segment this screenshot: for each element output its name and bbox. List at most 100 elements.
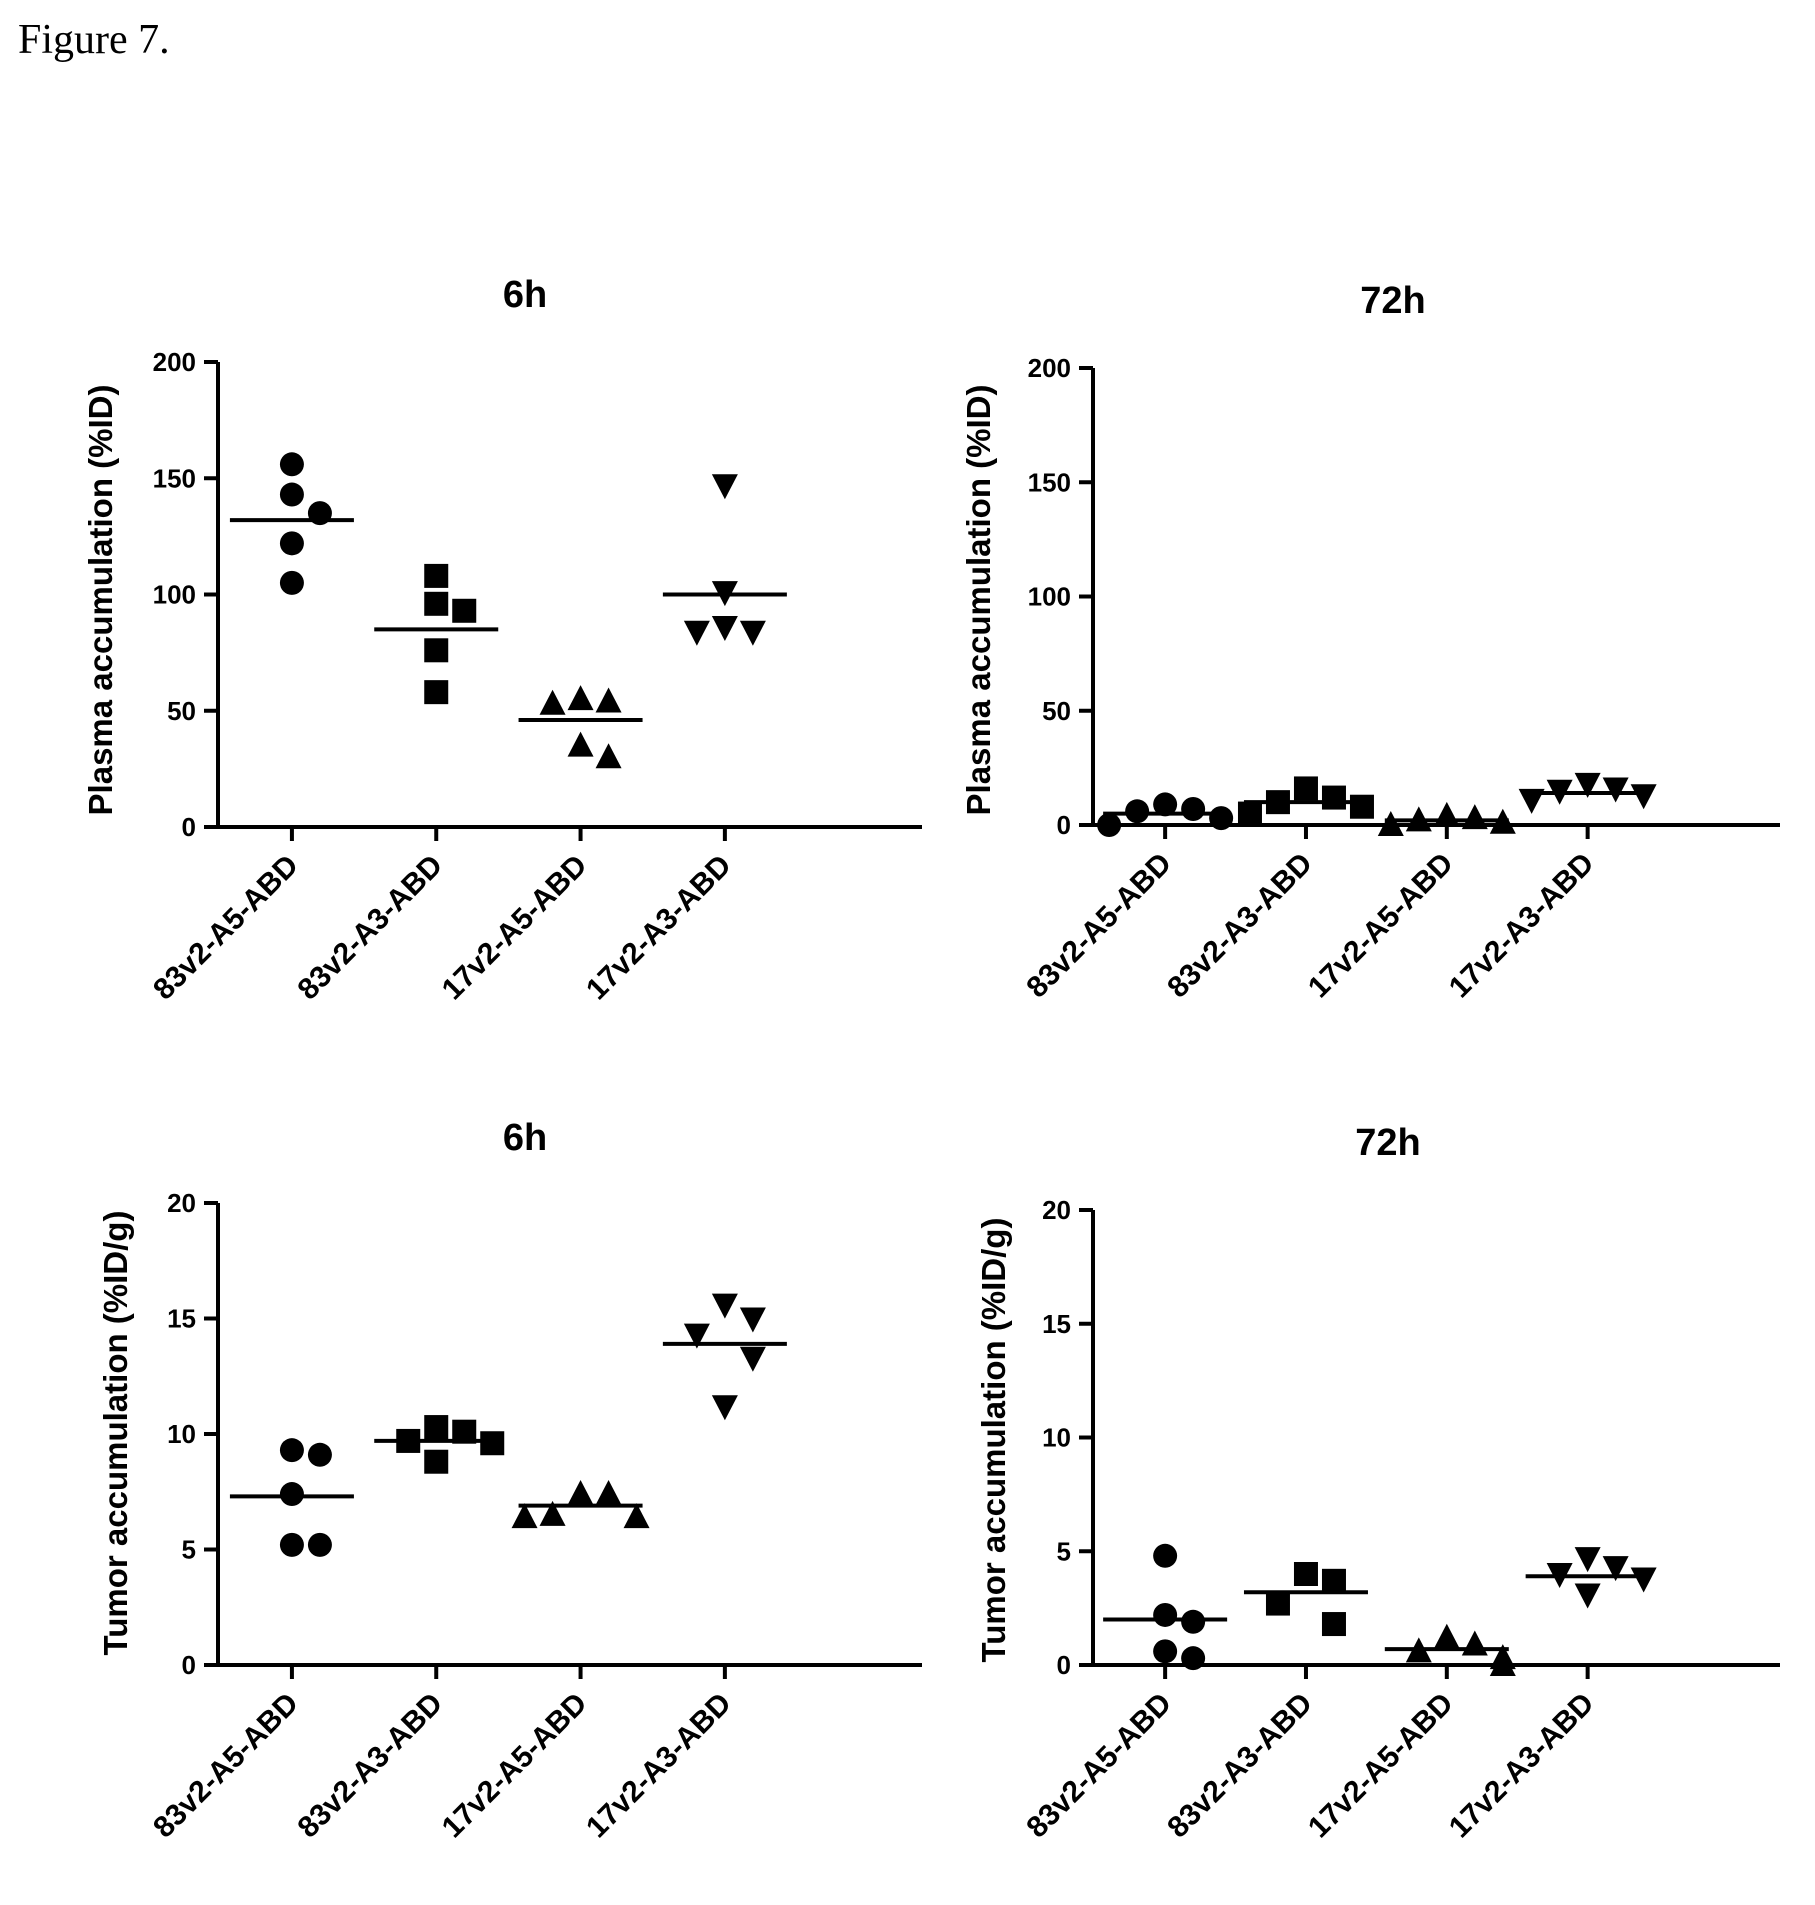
y-axis-label: Plasma accumulation (%ID): [960, 385, 997, 816]
x-category-label: 17v2-A5-ABD: [1302, 1687, 1460, 1845]
x-category-label: 83v2-A5-ABD: [147, 1687, 305, 1845]
y-tick-label: 0: [1057, 810, 1071, 840]
data-point: [623, 1503, 650, 1529]
panel-title: 6h: [503, 274, 547, 316]
data-point: [424, 563, 449, 588]
data-point: [279, 570, 304, 595]
y-tick-label: 10: [167, 1419, 196, 1449]
panel-title: 72h: [1360, 280, 1425, 322]
data-point: [595, 1480, 622, 1506]
y-tick-label: 15: [1042, 1309, 1071, 1339]
data-point: [1574, 1547, 1601, 1573]
data-point: [595, 743, 622, 769]
y-tick-label: 200: [1028, 353, 1071, 383]
data-point: [739, 1307, 766, 1333]
x-category-label: 83v2-A3-ABD: [291, 1687, 449, 1845]
data-point: [683, 620, 710, 646]
data-point: [1489, 1651, 1516, 1676]
y-tick-label: 20: [167, 1188, 196, 1218]
data-point: [1546, 1563, 1573, 1588]
data-point: [307, 1442, 332, 1467]
data-point: [480, 1431, 505, 1456]
data-point: [424, 638, 449, 663]
y-tick-label: 0: [182, 812, 196, 842]
y-tick-label: 20: [1042, 1195, 1071, 1225]
data-point: [279, 531, 304, 556]
y-tick-label: 150: [1028, 467, 1071, 497]
data-point: [1405, 1637, 1432, 1663]
y-tick-label: 5: [1057, 1536, 1071, 1566]
x-category-label: 83v2-A3-ABD: [1161, 847, 1319, 1005]
x-category-label: 17v2-A3-ABD: [1443, 847, 1601, 1005]
data-point: [1153, 1639, 1178, 1664]
data-point: [1209, 806, 1234, 831]
x-category-label: 17v2-A3-ABD: [580, 849, 738, 1007]
data-point: [1181, 1646, 1206, 1671]
data-point: [567, 685, 594, 711]
data-point: [1293, 1562, 1318, 1586]
panel-title: 72h: [1355, 1122, 1420, 1164]
data-point: [539, 689, 566, 715]
chart-panel-1: 6h Plasma accumulation (%ID) 0 50 100 150 200 8…: [82, 274, 922, 1006]
y-tick-label: 15: [167, 1304, 196, 1334]
data-point: [1153, 1602, 1178, 1627]
data-point: [1265, 1591, 1290, 1616]
x-category-label: 17v2-A3-ABD: [1443, 1687, 1601, 1845]
data-point: [424, 1415, 449, 1440]
x-category-label: 83v2-A5-ABD: [147, 849, 305, 1007]
data-point: [1546, 779, 1573, 805]
y-tick-label: 0: [182, 1650, 196, 1680]
y-tick-label: 5: [182, 1535, 196, 1565]
data-point: [307, 501, 332, 526]
data-point: [739, 1346, 766, 1372]
data-point: [1433, 801, 1460, 827]
data-point: [1489, 808, 1516, 834]
data-point: [1153, 1543, 1178, 1568]
data-point: [424, 680, 449, 705]
data-point: [1602, 1556, 1629, 1582]
data-point: [1461, 1630, 1488, 1656]
y-tick-label: 150: [153, 463, 196, 493]
data-point: [307, 1532, 332, 1557]
data-point: [1265, 790, 1290, 815]
y-tick-label: 100: [153, 580, 196, 610]
data-point: [711, 1395, 738, 1421]
data-point: [539, 1500, 566, 1526]
data-point: [711, 616, 738, 642]
x-category-label: 83v2-A5-ABD: [1020, 847, 1178, 1005]
data-point: [1293, 776, 1318, 801]
data-point: [1574, 772, 1601, 798]
data-point: [1349, 794, 1374, 819]
x-category-label: 17v2-A5-ABD: [1302, 847, 1460, 1005]
data-point: [711, 474, 738, 500]
y-axis-label: Plasma accumulation (%ID): [82, 385, 119, 816]
x-category-label: 83v2-A3-ABD: [291, 849, 449, 1007]
data-point: [279, 1532, 304, 1557]
data-point: [279, 1438, 304, 1463]
data-point: [1377, 811, 1404, 836]
y-tick-label: 10: [1042, 1423, 1071, 1453]
data-point: [1321, 1612, 1346, 1637]
x-category-label: 17v2-A5-ABD: [436, 1687, 594, 1845]
data-point: [452, 598, 477, 623]
data-point: [279, 452, 304, 477]
figure-caption: Figure 7.: [18, 17, 170, 63]
y-axis-label: Tumor accumulation (%ID/g): [975, 1218, 1012, 1663]
data-point: [1237, 801, 1262, 826]
x-category-label: 83v2-A3-ABD: [1161, 1687, 1319, 1845]
data-point: [567, 1480, 594, 1506]
y-tick-label: 50: [167, 696, 196, 726]
data-point: [567, 731, 594, 757]
data-point: [1181, 1609, 1206, 1634]
x-category-label: 83v2-A5-ABD: [1020, 1687, 1178, 1845]
data-point: [424, 1449, 449, 1474]
y-tick-label: 0: [1057, 1650, 1071, 1680]
chart-panel-4: 72h Tumor accumulation (%ID/g) 0 5 10 15 20 83v…: [975, 1122, 1780, 1844]
data-point: [1181, 797, 1206, 822]
data-point: [1574, 1583, 1601, 1609]
data-point: [511, 1503, 538, 1529]
data-point: [1405, 806, 1432, 832]
data-point: [739, 620, 766, 646]
data-point: [1097, 813, 1122, 837]
data-point: [396, 1428, 421, 1453]
